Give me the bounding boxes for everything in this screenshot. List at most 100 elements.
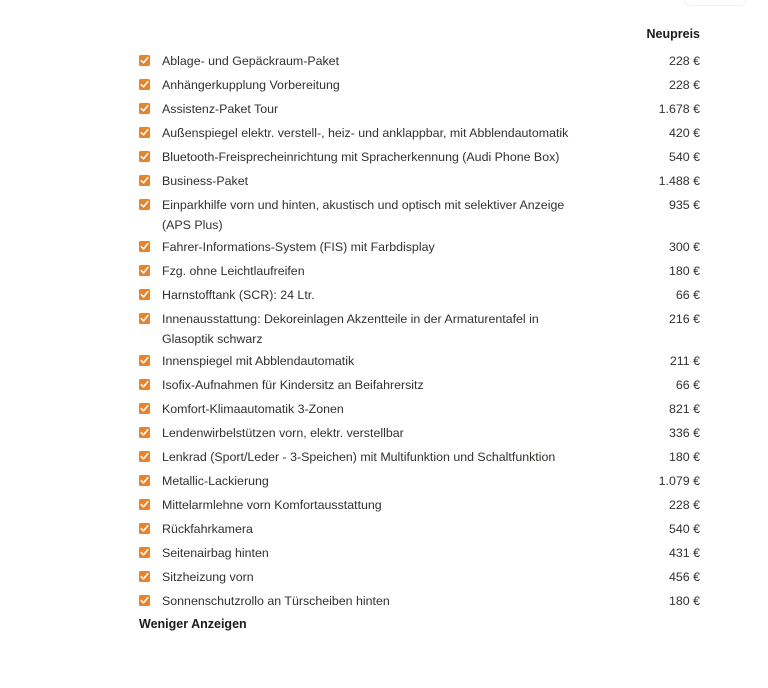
equipment-label: Fzg. ohne Leichtlaufreifen: [162, 264, 305, 278]
equipment-row-left: Bluetooth-Freisprecheinrichtung mit Spra…: [139, 145, 626, 167]
equipment-row[interactable]: Mittelarmlehne vorn Komfortausstattung 22…: [139, 493, 700, 517]
equipment-row-left: Harnstofftank (SCR): 24 Ltr.: [139, 283, 626, 305]
equipment-row[interactable]: Fahrer-Informations-System (FIS) mit Far…: [139, 235, 700, 259]
equipment-label: Assistenz-Paket Tour: [162, 102, 279, 116]
equipment-price: 1.488 €: [658, 174, 700, 188]
equipment-row[interactable]: Business-Paket 1.488 €: [139, 169, 700, 193]
equipment-label: Komfort-Klimaautomatik 3-Zonen: [162, 402, 344, 416]
checkbox-checked-icon[interactable]: [139, 523, 150, 534]
equipment-row-left: Sonnenschutzrollo an Türscheiben hinten: [139, 589, 626, 611]
checkbox-checked-icon[interactable]: [139, 265, 150, 276]
equipment-row[interactable]: Lendenwirbelstützen vorn, elektr. verste…: [139, 421, 700, 445]
equipment-price: 540 €: [668, 522, 700, 536]
equipment-row[interactable]: Ablage- und Gepäckraum-Paket 228 €: [139, 49, 700, 73]
show-less-button[interactable]: Weniger Anzeigen: [139, 617, 247, 631]
equipment-row-left: Assistenz-Paket Tour: [139, 97, 626, 119]
equipment-price: 300 €: [668, 240, 700, 254]
equipment-row-left: Lendenwirbelstützen vorn, elektr. verste…: [139, 421, 626, 443]
checkbox-checked-icon[interactable]: [139, 379, 150, 390]
checkbox-checked-icon[interactable]: [139, 127, 150, 138]
equipment-label: Isofix-Aufnahmen für Kindersitz an Beifa…: [162, 378, 424, 392]
equipment-row[interactable]: Fzg. ohne Leichtlaufreifen 180 €: [139, 259, 700, 283]
checkbox-checked-icon[interactable]: [139, 355, 150, 366]
checkbox-checked-icon[interactable]: [139, 427, 150, 438]
checkbox-checked-icon[interactable]: [139, 79, 150, 90]
equipment-row[interactable]: Seitenairbag hinten 431 €: [139, 541, 700, 565]
equipment-label: Lenkrad (Sport/Leder - 3-Speichen) mit M…: [162, 450, 556, 464]
equipment-row[interactable]: Innenspiegel mit Abblendautomatik 211 €: [139, 349, 700, 373]
equipment-price: 180 €: [668, 450, 700, 464]
equipment-price: 935 €: [668, 198, 700, 212]
equipment-price: 1.079 €: [658, 474, 700, 488]
equipment-price: 211 €: [669, 354, 700, 368]
equipment-row-left: Komfort-Klimaautomatik 3-Zonen: [139, 397, 626, 419]
equipment-row[interactable]: Isofix-Aufnahmen für Kindersitz an Beifa…: [139, 373, 700, 397]
equipment-label: Harnstofftank (SCR): 24 Ltr.: [162, 288, 315, 302]
checkbox-checked-icon[interactable]: [139, 595, 150, 606]
checkbox-checked-icon[interactable]: [139, 103, 150, 114]
equipment-label: Sonnenschutzrollo an Türscheiben hinten: [162, 594, 390, 608]
equipment-row-left: Metallic-Lackierung: [139, 469, 626, 491]
equipment-row-left: Innenausstattung: Dekoreinlagen Akzentte…: [139, 307, 626, 349]
equipment-label: Fahrer-Informations-System (FIS) mit Far…: [162, 240, 435, 254]
equipment-row-left: Seitenairbag hinten: [139, 541, 626, 563]
equipment-row-left: Fzg. ohne Leichtlaufreifen: [139, 259, 626, 281]
page-header: Gesamt 49.590 € +: [0, 0, 768, 14]
equipment-row-left: Ablage- und Gepäckraum-Paket: [139, 49, 626, 71]
checkbox-checked-icon[interactable]: [139, 55, 150, 66]
equipment-label: Anhängerkupplung Vorbereitung: [162, 78, 340, 92]
header-expand-button[interactable]: +: [684, 0, 746, 6]
equipment-row-left: Lenkrad (Sport/Leder - 3-Speichen) mit M…: [139, 445, 626, 467]
equipment-row[interactable]: Assistenz-Paket Tour 1.678 €: [139, 97, 700, 121]
equipment-price: 216 €: [668, 312, 700, 326]
equipment-label: Einparkhilfe vorn und hinten, akustisch …: [162, 198, 565, 232]
checkbox-checked-icon[interactable]: [139, 175, 150, 186]
equipment-row[interactable]: Anhängerkupplung Vorbereitung 228 €: [139, 73, 700, 97]
equipment-row[interactable]: Außenspiegel elektr. verstell-, heiz- un…: [139, 121, 700, 145]
equipment-row[interactable]: Bluetooth-Freisprecheinrichtung mit Spra…: [139, 145, 700, 169]
equipment-price: 228 €: [668, 54, 700, 68]
equipment-row-left: Außenspiegel elektr. verstell-, heiz- un…: [139, 121, 626, 143]
equipment-label: Metallic-Lackierung: [162, 474, 269, 488]
column-header-neupreis: Neupreis: [646, 27, 701, 41]
checkbox-checked-icon[interactable]: [139, 313, 150, 324]
equipment-row-left: Fahrer-Informations-System (FIS) mit Far…: [139, 235, 626, 257]
equipment-price: 180 €: [668, 594, 700, 608]
equipment-price: 456 €: [668, 570, 700, 584]
equipment-label: Innenspiegel mit Abblendautomatik: [162, 354, 355, 368]
checkbox-checked-icon[interactable]: [139, 499, 150, 510]
equipment-price: 180 €: [668, 264, 700, 278]
equipment-price: 420 €: [668, 126, 700, 140]
checkbox-checked-icon[interactable]: [139, 475, 150, 486]
equipment-row[interactable]: Lenkrad (Sport/Leder - 3-Speichen) mit M…: [139, 445, 700, 469]
equipment-label: Innenausstattung: Dekoreinlagen Akzentte…: [162, 312, 539, 346]
equipment-row-left: Innenspiegel mit Abblendautomatik: [139, 349, 626, 371]
list-column-header: Neupreis: [139, 27, 701, 43]
equipment-row[interactable]: Sitzheizung vorn 456 €: [139, 565, 700, 589]
checkbox-checked-icon[interactable]: [139, 403, 150, 414]
checkbox-checked-icon[interactable]: [139, 241, 150, 252]
checkbox-checked-icon[interactable]: [139, 547, 150, 558]
equipment-row[interactable]: Harnstofftank (SCR): 24 Ltr. 66 €: [139, 283, 700, 307]
equipment-label: Business-Paket: [162, 174, 249, 188]
checkbox-checked-icon[interactable]: [139, 571, 150, 582]
equipment-price: 66 €: [675, 288, 700, 302]
page-title: Gesamt: [139, 0, 228, 6]
equipment-row[interactable]: Rückfahrkamera 540 €: [139, 517, 700, 541]
equipment-price: 228 €: [668, 78, 700, 92]
equipment-row-left: Einparkhilfe vorn und hinten, akustisch …: [139, 193, 626, 235]
equipment-row[interactable]: Einparkhilfe vorn und hinten, akustisch …: [139, 193, 700, 235]
checkbox-checked-icon[interactable]: [139, 451, 150, 462]
equipment-price: 821 €: [668, 402, 700, 416]
checkbox-checked-icon[interactable]: [139, 289, 150, 300]
equipment-price: 1.678 €: [658, 102, 700, 116]
equipment-label: Lendenwirbelstützen vorn, elektr. verste…: [162, 426, 404, 440]
checkbox-checked-icon[interactable]: [139, 199, 150, 210]
checkbox-checked-icon[interactable]: [139, 151, 150, 162]
equipment-row[interactable]: Innenausstattung: Dekoreinlagen Akzentte…: [139, 307, 700, 349]
equipment-row[interactable]: Metallic-Lackierung 1.079 €: [139, 469, 700, 493]
equipment-row[interactable]: Sonnenschutzrollo an Türscheiben hinten 1…: [139, 589, 700, 613]
equipment-row[interactable]: Komfort-Klimaautomatik 3-Zonen 821 €: [139, 397, 700, 421]
equipment-label: Seitenairbag hinten: [162, 546, 269, 560]
equipment-price: 336 €: [668, 426, 700, 440]
